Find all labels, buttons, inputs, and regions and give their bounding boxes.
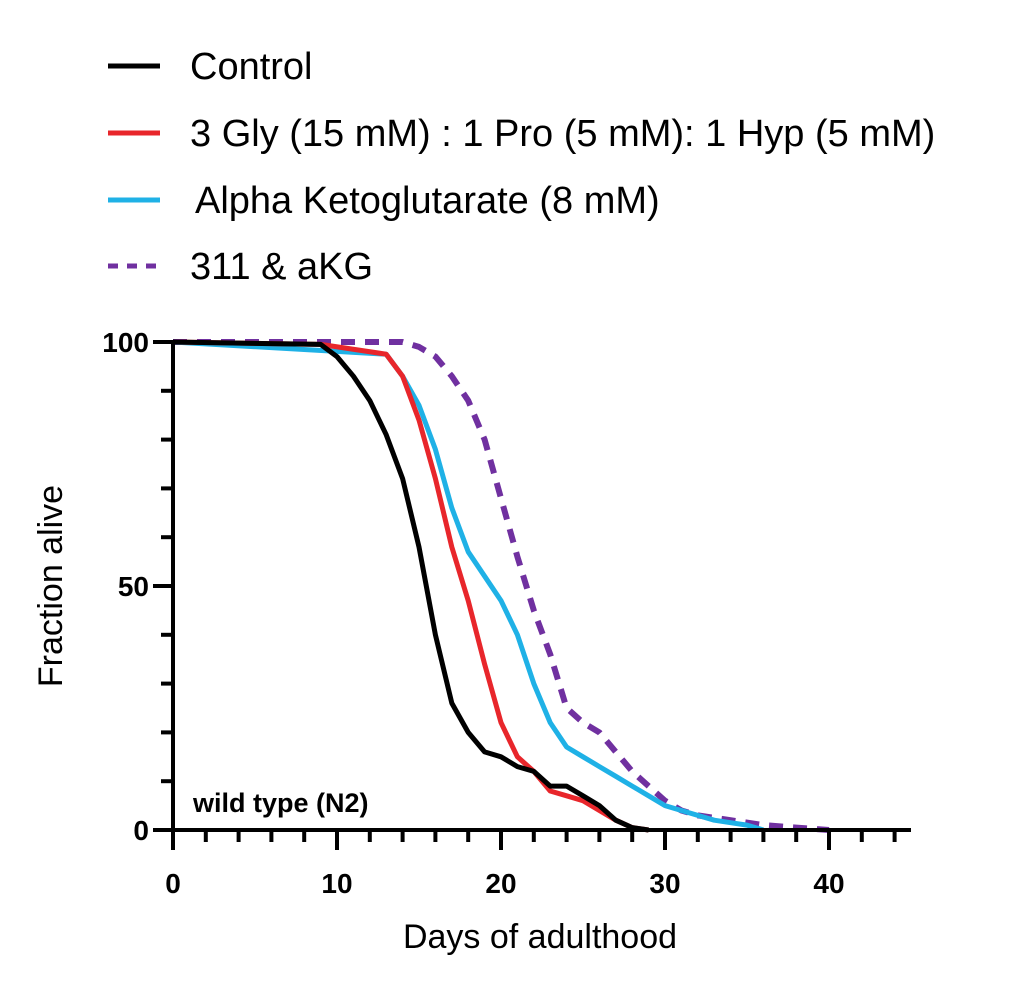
strain-annotation: wild type (N2) [192, 788, 369, 818]
series-line-1 [172, 339, 649, 833]
axes: 0 10 20 30 40 0 50 100 [102, 327, 911, 899]
y-axis-label: Fraction alive [32, 485, 70, 687]
y-tick-label: 50 [118, 571, 149, 602]
x-tick-label: 0 [165, 868, 181, 899]
legend-label-2: Alpha Ketoglutarate (8 mM) [195, 180, 660, 222]
x-tick-label: 10 [321, 868, 352, 899]
y-tick-label: 0 [133, 815, 149, 846]
legend-label-0: Control [190, 46, 313, 88]
legend-label-3: 311 & aKG [190, 246, 373, 288]
x-axis-label: Days of adulthood [403, 918, 677, 956]
x-tick-label: 20 [485, 868, 516, 899]
series-line-0 [172, 339, 649, 833]
legend: Control 3 Gly (15 mM) : 1 Pro (5 mM): 1 H… [108, 46, 935, 288]
legend-label-1: 3 Gly (15 mM) : 1 Pro (5 mM): 1 Hyp (5 m… [190, 113, 935, 155]
series-layer [172, 339, 830, 833]
y-tick-label: 100 [102, 327, 149, 358]
series-line-2 [172, 339, 765, 833]
x-tick-label: 40 [813, 868, 844, 899]
x-tick-label: 30 [649, 868, 680, 899]
